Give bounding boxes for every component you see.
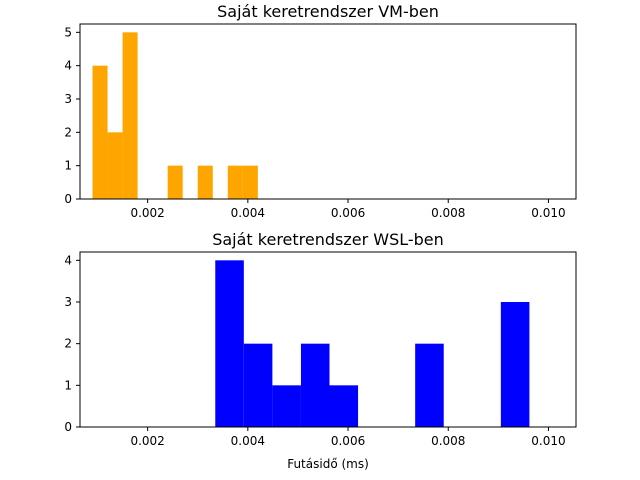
x-tick-label: 0.010 [531, 434, 565, 448]
x-axis-wsl: 0.002 0.004 0.006 0.008 0.010 [130, 427, 566, 448]
y-axis-wsl: 0 1 2 3 4 [64, 253, 80, 434]
y-tick-label: 0 [64, 192, 72, 206]
x-axis-vm: 0.002 0.004 0.006 0.008 0.010 [130, 199, 566, 220]
x-tick-label: 0.008 [431, 434, 465, 448]
chart-wsl: Saját keretrendszer WSL-ben 0.002 0.004 0.… [64, 230, 577, 471]
histogram-bar [243, 343, 273, 427]
histogram-bar [122, 32, 138, 200]
histogram-bar [107, 132, 123, 199]
histogram-bar [242, 165, 258, 199]
chart-title-wsl: Saját keretrendszer WSL-ben [212, 230, 444, 249]
x-tick-label: 0.006 [331, 434, 365, 448]
chart-wsl-marks [215, 260, 530, 427]
y-tick-label: 1 [64, 159, 72, 173]
histogram-bar [272, 385, 301, 427]
histogram-bar [197, 165, 213, 199]
y-tick-label: 4 [64, 253, 72, 267]
x-axis-label: Futásidő (ms) [287, 457, 369, 471]
y-tick-label: 0 [64, 420, 72, 434]
chart-title-vm: Saját keretrendszer VM-ben [217, 2, 439, 21]
histogram-bar [215, 260, 244, 427]
y-tick-label: 2 [64, 125, 72, 139]
y-tick-label: 1 [64, 378, 72, 392]
chart-vm-marks [92, 32, 258, 200]
x-tick-label: 0.004 [231, 206, 265, 220]
x-tick-label: 0.002 [130, 206, 164, 220]
histogram-bar [415, 343, 444, 427]
plot-frame-wsl [79, 251, 577, 428]
x-tick-label: 0.004 [231, 434, 265, 448]
x-tick-label: 0.010 [531, 206, 565, 220]
histogram-bar [500, 302, 530, 427]
histogram-bar [167, 165, 183, 199]
y-tick-label: 2 [64, 337, 72, 351]
y-tick-label: 3 [64, 92, 72, 106]
histogram-bar [329, 385, 359, 427]
y-tick-label: 4 [64, 59, 72, 73]
histogram-bar [227, 165, 243, 199]
histogram-bar [300, 343, 330, 427]
x-tick-label: 0.006 [331, 206, 365, 220]
y-tick-label: 5 [64, 25, 72, 39]
y-tick-label: 3 [64, 295, 72, 309]
y-axis-vm: 0 1 2 3 4 5 [64, 25, 80, 206]
histogram-bar [92, 65, 108, 200]
chart-vm: Saját keretrendszer VM-ben 0.002 0.004 0.0… [64, 2, 577, 220]
x-tick-label: 0.008 [431, 206, 465, 220]
plot-frame-vm [79, 23, 577, 200]
x-tick-label: 0.002 [130, 434, 164, 448]
